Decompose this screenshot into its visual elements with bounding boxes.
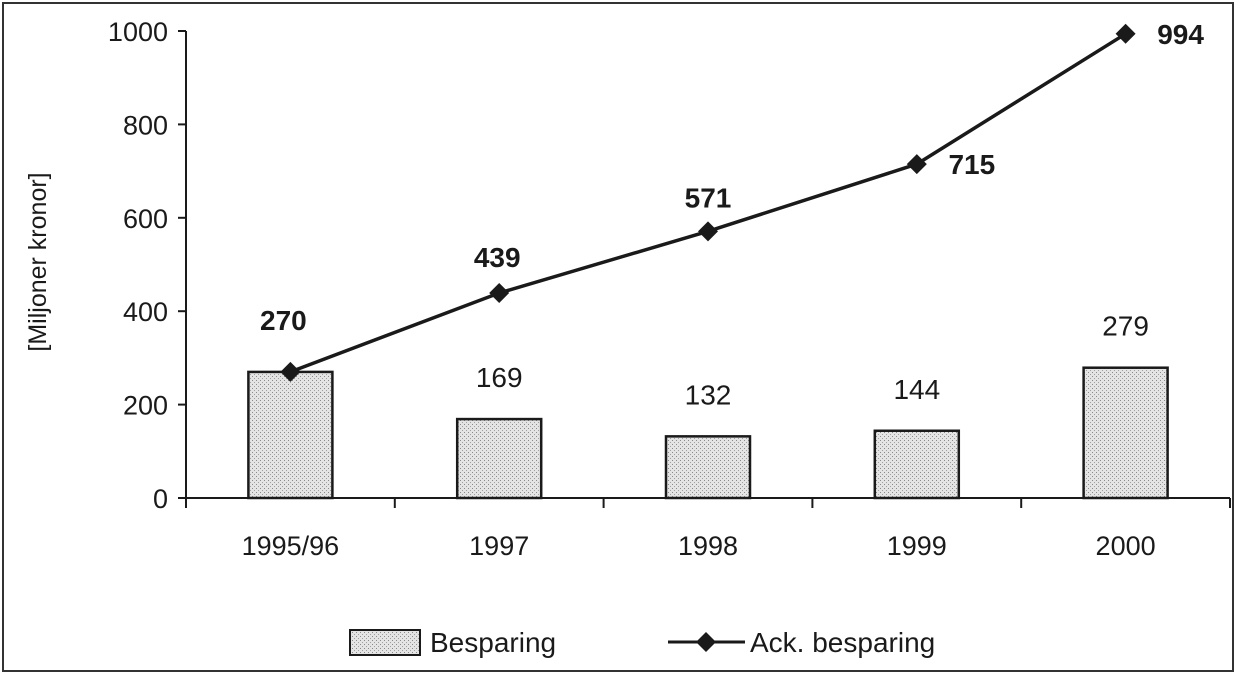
bar-data-label: 169 [476,362,523,393]
line-data-label: 571 [685,182,732,213]
legend: Besparing Ack. besparing [349,627,935,658]
line-data-label: 994 [1157,19,1204,50]
line-data-label: 439 [474,242,521,273]
y-tick-label: 600 [123,204,168,234]
y-tick-label: 1000 [108,17,168,47]
legend-label-besparing: Besparing [430,627,556,658]
y-axis-label: [Miljoner kronor] [24,172,52,351]
x-tick-label: 1999 [887,531,947,561]
line-marker [906,154,927,175]
x-tick-label: 1997 [469,531,529,561]
y-tick-label: 200 [123,391,168,421]
bar [455,417,543,500]
bar-data-label: 144 [893,374,940,405]
x-tick-label: 1995/96 [242,531,340,561]
line-marker [1115,23,1136,44]
line-series: 439 571 715 994 [280,19,1204,382]
legend-marker-ack [696,632,716,652]
y-tick-label: 800 [123,110,168,140]
legend-label-ack: Ack. besparing [750,627,935,658]
bar-data-label: 270 [260,305,307,336]
bar-data-label: 132 [685,379,732,410]
y-tick-label: 400 [123,297,168,327]
line-marker [698,221,718,242]
x-axis: 1995/96 1997 1998 1999 2000 [185,497,1231,561]
x-tick-label: 2000 [1096,531,1156,561]
legend-swatch-besparing [349,629,421,656]
x-tick-label: 1998 [678,531,738,561]
y-tick-label: 0 [153,484,168,514]
bar-series: 270 169 132 144 279 [247,305,1169,500]
bar [664,435,752,500]
bar-data-label: 279 [1102,311,1149,342]
line-marker [489,282,510,303]
line-marker [280,361,301,382]
bar [873,429,961,500]
bar [1082,366,1169,500]
line-data-label: 715 [948,149,995,180]
bar [247,370,334,500]
y-axis: 0 200 400 600 800 1000 [108,17,187,514]
